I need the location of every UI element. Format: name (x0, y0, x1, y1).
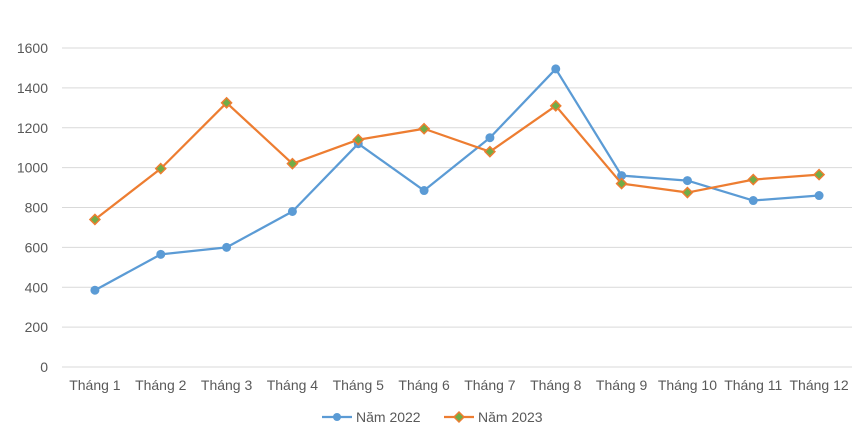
y-tick-label: 800 (25, 200, 49, 216)
x-tick-label: Tháng 5 (333, 377, 385, 393)
x-tick-label: Tháng 8 (530, 377, 582, 393)
data-point (549, 99, 562, 112)
y-tick-label: 400 (25, 279, 49, 295)
legend-label: Năm 2023 (478, 409, 543, 425)
x-tick-label: Tháng 3 (201, 377, 253, 393)
y-tick-label: 1400 (17, 80, 48, 96)
y-tick-label: 600 (25, 239, 49, 255)
series-line (93, 101, 821, 221)
x-axis: Tháng 1 Tháng 2 Tháng 3 Tháng 4 Tháng 5 Tháng… (69, 377, 849, 393)
x-tick-label: Tháng 10 (658, 377, 717, 393)
x-tick-label: Tháng 11 (724, 377, 782, 393)
series-group (88, 64, 826, 295)
legend: Năm 2022 Năm 2023 (322, 409, 543, 425)
data-point (88, 213, 101, 226)
data-point (156, 249, 166, 259)
series-line (93, 67, 821, 292)
x-tick-label: Tháng 1 (69, 377, 121, 393)
data-point (287, 206, 297, 216)
gridlines (62, 47, 852, 368)
x-tick-label: Tháng 9 (596, 377, 648, 393)
data-point (748, 196, 758, 206)
data-point (814, 191, 824, 201)
x-tick-label: Tháng 12 (789, 377, 848, 393)
data-point (286, 157, 299, 170)
y-tick-label: 0 (40, 359, 48, 375)
y-axis: 0 200 400 600 800 1000 1200 1400 1600 (17, 40, 48, 375)
legend-marker (452, 410, 466, 424)
legend-item: Năm 2022 (322, 409, 421, 425)
x-tick-label: Tháng 6 (398, 377, 450, 393)
series-1 (90, 64, 824, 295)
legend-marker (333, 413, 341, 421)
data-point (813, 168, 826, 181)
data-point (220, 96, 233, 109)
data-point (154, 162, 167, 175)
x-tick-label: Tháng 7 (464, 377, 516, 393)
data-point (418, 122, 431, 135)
x-tick-label: Tháng 4 (267, 377, 319, 393)
data-point (90, 285, 100, 295)
data-point (681, 186, 694, 199)
y-tick-label: 1200 (17, 120, 48, 136)
series-2 (88, 96, 826, 226)
data-point (551, 64, 561, 74)
data-point (222, 242, 232, 252)
data-point (682, 176, 692, 186)
data-point (615, 177, 628, 190)
y-tick-label: 200 (25, 319, 49, 335)
data-point (419, 186, 429, 196)
data-point (485, 133, 495, 143)
x-tick-label: Tháng 2 (135, 377, 187, 393)
y-tick-label: 1600 (17, 40, 48, 56)
data-point (483, 145, 496, 158)
data-point (352, 133, 365, 146)
y-tick-label: 1000 (17, 160, 48, 176)
data-point (747, 173, 760, 186)
legend-item: Năm 2023 (444, 409, 543, 425)
legend-label: Năm 2022 (356, 409, 421, 425)
